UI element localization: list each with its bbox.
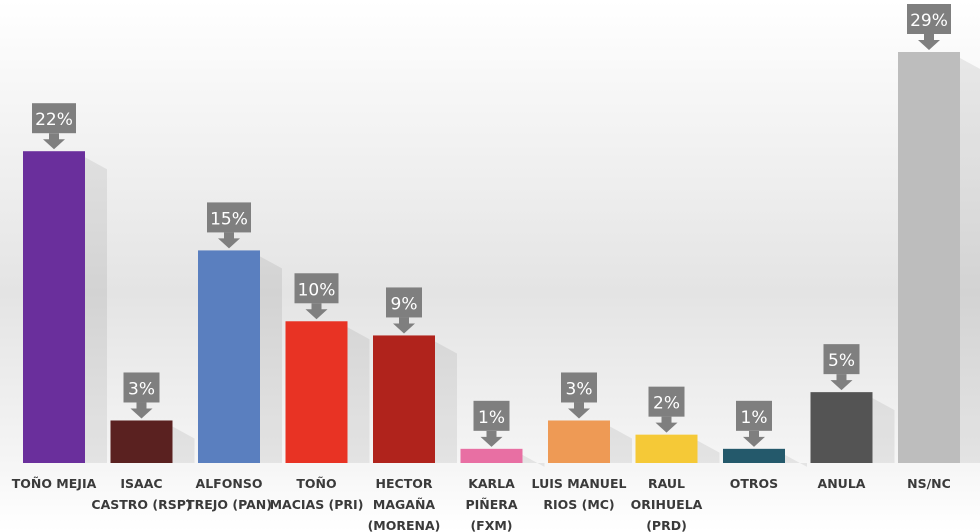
category-label: RIOS (MC)	[543, 497, 614, 512]
category-label: (MORENA)	[368, 518, 441, 532]
arrow-down-icon	[830, 374, 853, 391]
bar	[810, 392, 873, 463]
category-label: LUIS MANUEL	[532, 476, 627, 491]
category-label: CASTRO (RSP)	[91, 497, 191, 512]
data-label-box	[207, 202, 251, 233]
category-label: ANULA	[818, 476, 866, 491]
bar	[198, 250, 260, 463]
bar-shadow	[347, 327, 370, 463]
data-label: 29%	[910, 11, 948, 31]
data-label-box	[736, 400, 772, 431]
data-label-box	[648, 386, 685, 417]
data-label: 10%	[298, 280, 336, 300]
arrow-down-icon	[43, 133, 65, 150]
data-label: 5%	[828, 351, 855, 371]
bar-shadow	[960, 58, 980, 463]
category-label: RAUL	[648, 476, 685, 491]
category-label: ISAAC	[120, 476, 162, 491]
data-label-box	[123, 372, 160, 403]
category-label: HECTOR	[376, 476, 433, 491]
arrow-down-icon	[918, 34, 940, 50]
category-label: OTROS	[730, 476, 778, 491]
arrow-down-icon	[743, 430, 765, 447]
arrow-down-icon	[218, 232, 240, 249]
data-label: 9%	[391, 294, 418, 314]
category-label: NS/NC	[907, 476, 951, 491]
bar-shadow	[260, 256, 282, 463]
category-label: MAGAÑA	[373, 497, 436, 512]
data-label: 1%	[741, 408, 768, 428]
arrow-down-icon	[393, 317, 415, 334]
data-label-box	[561, 372, 597, 403]
arrow-down-icon	[130, 402, 153, 419]
arrow-down-icon	[305, 303, 328, 320]
arrow-down-icon	[568, 402, 590, 419]
bar	[373, 335, 435, 463]
data-label: 22%	[35, 110, 73, 130]
bar-shadow	[697, 440, 720, 463]
bar	[460, 448, 523, 463]
bar-shadow	[85, 157, 107, 463]
arrow-down-icon	[480, 430, 503, 447]
data-label-box	[907, 4, 951, 34]
bar	[723, 448, 785, 463]
category-label: MACIAS (PRI)	[270, 497, 364, 512]
data-label-box	[294, 273, 339, 304]
bar-shadow	[785, 454, 807, 467]
data-label: 15%	[210, 209, 248, 229]
bar	[285, 321, 348, 463]
bar	[898, 52, 960, 463]
category-label: (PRD)	[646, 518, 687, 532]
data-label: 3%	[566, 379, 593, 399]
bar-shadow	[172, 426, 195, 463]
data-label-box	[473, 400, 510, 431]
data-label-box	[823, 344, 860, 375]
category-label: ALFONSO	[196, 476, 263, 491]
category-label: TOÑO	[296, 476, 336, 491]
bar	[23, 151, 85, 463]
bar	[635, 434, 698, 463]
bar-shadow	[610, 426, 632, 463]
bar-shadow	[872, 398, 895, 463]
bar-shadow	[522, 454, 545, 467]
category-label: PIÑERA	[465, 497, 517, 512]
category-label: ORIHUELA	[631, 497, 703, 512]
data-label: 2%	[653, 394, 680, 414]
category-label: KARLA	[468, 476, 515, 491]
data-label: 3%	[128, 379, 155, 399]
data-label: 1%	[478, 408, 505, 428]
data-label-box	[386, 287, 422, 318]
category-label: (FXM)	[470, 518, 512, 532]
bar	[548, 420, 610, 463]
category-label: TREJO (PAN)	[186, 497, 272, 512]
bar	[110, 420, 173, 463]
data-label-box	[32, 103, 76, 134]
category-label: TOÑO MEJIA	[12, 476, 97, 491]
bar-shadow	[435, 341, 457, 463]
arrow-down-icon	[655, 416, 678, 433]
